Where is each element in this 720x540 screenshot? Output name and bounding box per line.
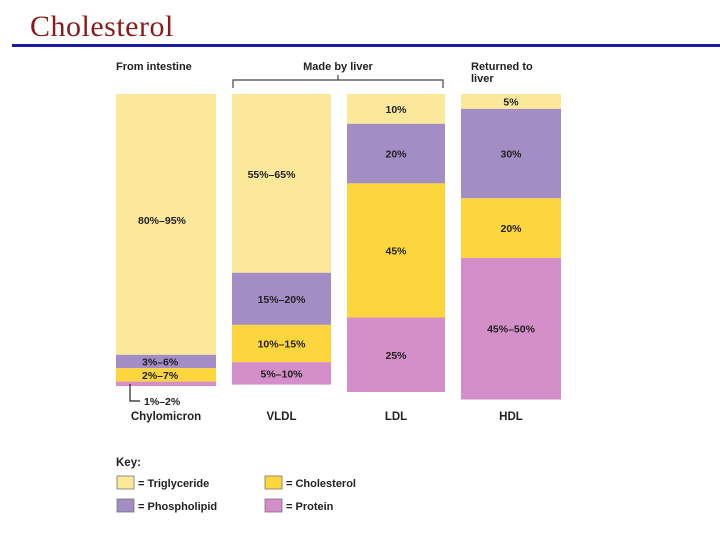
data-label-ldl-phospholipid: 20% [385, 149, 407, 161]
data-label-vldl-protein: 5%–10% [260, 368, 303, 380]
bar-segment-ldl-cholesterol [347, 183, 445, 318]
bar-segment-vldl-phospholipid [232, 272, 331, 325]
data-label-chylomicron-triglyceride: 80%–95% [138, 215, 187, 227]
data-label-vldl-cholesterol: 10%–15% [258, 339, 307, 351]
category-label-chylomicron: Chylomicron [131, 411, 201, 423]
data-label-hdl-triglyceride: 5% [503, 96, 519, 108]
bar-segment-vldl-protein [232, 362, 331, 385]
legend-label-phospholipid: = Phospholipid [138, 501, 217, 513]
legend-label-protein: = Protein [286, 501, 334, 513]
bar-segment-chylomicron-protein [116, 381, 216, 387]
header-made-by-liver: Made by liver [303, 61, 373, 73]
data-label-chylomicron-cholesterol: 2%–7% [142, 370, 179, 382]
legend-swatch-protein [264, 498, 283, 513]
legend-label-triglyceride: = Triglyceride [138, 478, 209, 490]
header-returned-to-liver-line2: liver [471, 73, 494, 85]
data-label-hdl-cholesterol: 20% [500, 223, 522, 235]
data-label-chylomicron-phospholipid: 3%–6% [142, 356, 179, 368]
bar-segment-hdl-protein [461, 257, 561, 400]
bar-segment-vldl-triglyceride [232, 94, 331, 273]
protein-leader-line [129, 384, 140, 402]
legend-swatch-triglyceride [116, 475, 135, 490]
data-label-chylomicron-protein: 1%–2% [144, 396, 181, 408]
legend-label-cholesterol: = Cholesterol [286, 478, 356, 490]
bar-segment-chylomicron-triglyceride [116, 94, 216, 355]
data-label-hdl-protein: 45%–50% [487, 324, 536, 336]
data-label-hdl-phospholipid: 30% [500, 149, 522, 161]
bar-segment-vldl-cholesterol [232, 324, 331, 363]
legend-swatch-cholesterol [264, 475, 283, 490]
category-label-vldl: VLDL [266, 411, 296, 423]
header-from-intestine: From intestine [116, 61, 192, 73]
category-label-hdl: HDL [499, 411, 523, 423]
legend-title: Key: [116, 457, 141, 469]
bar-segment-hdl-phospholipid [461, 108, 561, 199]
bar-segment-hdl-cholesterol [461, 198, 561, 258]
bar-segment-ldl-triglyceride [347, 94, 445, 124]
slide-title: Cholesterol [30, 10, 174, 43]
data-label-ldl-protein: 25% [385, 350, 407, 362]
data-label-vldl-triglyceride: 55%–65% [248, 169, 297, 181]
data-label-ldl-cholesterol: 45% [385, 245, 407, 257]
bar-segment-chylomicron-phospholipid [116, 354, 216, 369]
bar-segment-chylomicron-cholesterol [116, 368, 216, 382]
header-returned-to-liver-line1: Returned to [471, 61, 533, 73]
title-divider [12, 44, 720, 47]
bar-segment-hdl-triglyceride [461, 94, 561, 109]
bar-segment-ldl-phospholipid [347, 123, 445, 184]
data-label-ldl-triglyceride: 10% [385, 104, 407, 116]
category-label-ldl: LDL [385, 411, 407, 423]
bar-segment-ldl-protein [347, 317, 445, 392]
data-label-vldl-phospholipid: 15%–20% [258, 294, 307, 306]
made-by-liver-bracket [232, 75, 444, 88]
legend-swatch-phospholipid [116, 498, 135, 513]
